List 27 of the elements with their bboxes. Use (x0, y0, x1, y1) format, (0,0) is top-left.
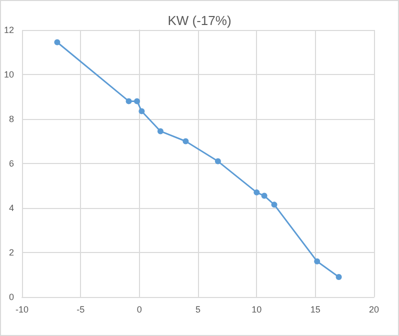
y-tick-label: 8 (8, 114, 14, 124)
x-tick-label: 5 (196, 304, 201, 314)
point (261, 192, 268, 199)
point (214, 158, 221, 164)
point (314, 258, 320, 264)
point (157, 128, 164, 134)
point (254, 189, 260, 196)
point (54, 39, 60, 46)
y-tick-label: 12 (4, 25, 14, 35)
x-tick-label: -5 (76, 304, 85, 314)
y-tick-label: 4 (8, 203, 14, 213)
y-tick-label: 6 (8, 158, 14, 168)
y-tick-label: 0 (8, 292, 14, 302)
chart-title: KW (-17%) (168, 13, 232, 28)
point (134, 98, 140, 104)
point (138, 108, 145, 114)
point (336, 274, 342, 280)
x-tick-label: -10 (16, 304, 29, 314)
point (126, 98, 132, 104)
y-tick-label: 10 (4, 70, 14, 80)
y-tick-label: 2 (8, 248, 14, 258)
x-tick-label: 20 (368, 304, 380, 314)
x-tick-label: 15 (310, 304, 320, 314)
x-tick-label: 10 (252, 304, 262, 314)
x-tick-label: 0 (136, 304, 142, 314)
point (182, 138, 189, 144)
point (271, 202, 278, 208)
